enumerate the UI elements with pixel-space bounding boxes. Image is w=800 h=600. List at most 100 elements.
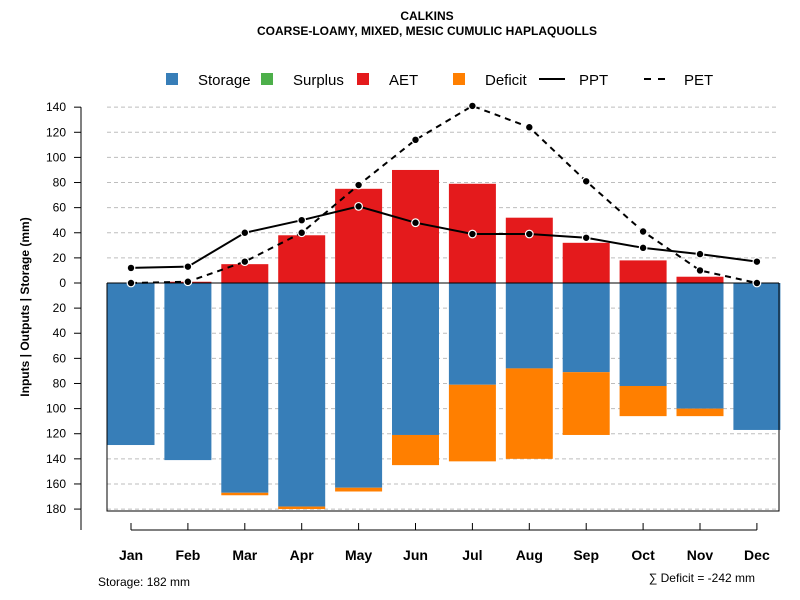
legend-swatch-deficit [453, 73, 465, 85]
y-tick-label: 80 [53, 376, 67, 390]
bar-deficit-sep [562, 372, 610, 435]
point-ppt-feb [183, 262, 193, 272]
y-tick-label: 0 [59, 276, 66, 290]
legend-label-ppt: PPT [579, 72, 608, 89]
point-ppt-aug [524, 229, 534, 239]
bar-deficit-apr [278, 506, 326, 510]
legend-swatch-storage [166, 73, 178, 85]
point-ppt-oct [638, 243, 648, 253]
legend-item-deficit: Deficit [453, 72, 528, 89]
point-pet-jun [411, 135, 420, 145]
y-tick-label: 40 [53, 226, 67, 240]
bar-aet-aug [505, 217, 553, 283]
point-pet-aug [524, 122, 534, 132]
bar-deficit-jun [392, 434, 439, 466]
y-tick-label: 60 [53, 351, 67, 365]
chart-subtitle: COARSE-LOAMY, MIXED, MESIC CUMULIC HAPLA… [257, 24, 597, 38]
point-pet-nov [695, 266, 705, 275]
point-pet-jan [126, 278, 136, 288]
y-axis: 140 120 100 80 60 40 20 0 20 40 60 80 100 120 140 160 18… [46, 100, 82, 530]
x-tick-label-sep: Sep [573, 547, 599, 563]
deficit-note: ∑ Deficit = -242 mm [649, 571, 755, 585]
bar-storage-jan [107, 283, 155, 446]
line-pet [130, 104, 758, 284]
y-tick-label: 40 [53, 326, 67, 340]
x-tick-label-jul: Jul [462, 547, 482, 563]
legend-item-storage: Storage [166, 72, 251, 89]
legend-label-pet: PET [684, 72, 713, 89]
plot-frame [106, 283, 780, 512]
legend: Storage Surplus AET Deficit PPT PET [166, 72, 713, 89]
legend-item-surplus: Surplus [261, 72, 344, 89]
bar-storage-sep [562, 283, 610, 373]
bar-deficit-oct [619, 385, 667, 417]
bar-storage-jun [392, 283, 439, 435]
chart-title: CALKINS [400, 9, 453, 23]
point-ppt-dec [752, 257, 762, 267]
bar-aet-nov [676, 276, 724, 283]
y-tick-label: 140 [46, 100, 66, 114]
point-ppt-sep [581, 233, 591, 243]
point-pet-feb [183, 277, 193, 287]
point-pet-mar [240, 257, 250, 267]
legend-swatch-surplus [261, 73, 273, 85]
point-pet-may [354, 180, 364, 190]
point-pet-dec [752, 278, 762, 288]
bar-storage-mar [221, 283, 269, 493]
bar-storage-dec [733, 283, 781, 430]
line-ppt [130, 205, 758, 269]
bar-deficit-aug [505, 368, 553, 459]
legend-swatch-aet [357, 73, 369, 85]
y-tick-label: 20 [53, 251, 67, 265]
y-tick-label: 100 [46, 402, 66, 416]
y-tick-label: 120 [46, 125, 66, 139]
bar-storage-apr [278, 283, 326, 507]
x-tick-label-oct: Oct [631, 547, 655, 563]
bar-storage-aug [505, 283, 553, 369]
x-tick-label-nov: Nov [687, 547, 714, 563]
point-ppt-apr [297, 215, 307, 225]
x-tick-label-mar: Mar [232, 547, 257, 563]
legend-item-ppt: PPT [539, 72, 608, 89]
point-ppt-jul [468, 229, 477, 239]
x-tick-label-feb: Feb [175, 547, 200, 563]
y-tick-label: 120 [46, 427, 66, 441]
y-tick-label: 60 [53, 201, 67, 215]
y-axis-label: Inputs | Outputs | Storage (mm) [18, 217, 32, 396]
legend-label-deficit: Deficit [485, 72, 528, 89]
bar-deficit-may [335, 487, 383, 492]
point-pet-oct [638, 227, 648, 236]
point-ppt-jan [126, 263, 136, 273]
point-pet-apr [297, 228, 307, 238]
bar-storage-may [335, 283, 383, 488]
point-ppt-nov [695, 249, 705, 259]
y-tick-label: 100 [46, 150, 66, 164]
legend-item-pet: PET [644, 72, 713, 89]
point-pet-jul [468, 101, 477, 111]
legend-item-aet: AET [357, 72, 418, 89]
bar-aet-sep [562, 242, 610, 283]
bar-aet-mar [221, 264, 269, 283]
y-tick-label: 160 [46, 477, 66, 491]
x-tick-label-jan: Jan [119, 547, 143, 563]
gridlines [107, 106, 779, 510]
bar-aet-oct [619, 260, 667, 283]
legend-label-aet: AET [389, 72, 418, 89]
bar-storage-feb [164, 283, 212, 461]
x-tick-label-may: May [345, 547, 372, 563]
bar-deficit-jul [448, 384, 496, 462]
bar-deficit-nov [676, 408, 724, 417]
x-tick-label-jun: Jun [403, 547, 428, 563]
x-tick-label-dec: Dec [744, 547, 770, 563]
bar-storage-oct [619, 283, 667, 386]
storage-note: Storage: 182 mm [98, 575, 190, 589]
legend-label-storage: Storage [198, 72, 251, 89]
bar-deficit-mar [221, 492, 269, 496]
point-ppt-jun [411, 218, 420, 228]
y-tick-label: 80 [53, 176, 67, 190]
bar-storage-jul [448, 283, 496, 385]
x-tick-label-apr: Apr [290, 547, 315, 563]
bar-storage-nov [676, 283, 724, 409]
bars [106, 169, 781, 512]
